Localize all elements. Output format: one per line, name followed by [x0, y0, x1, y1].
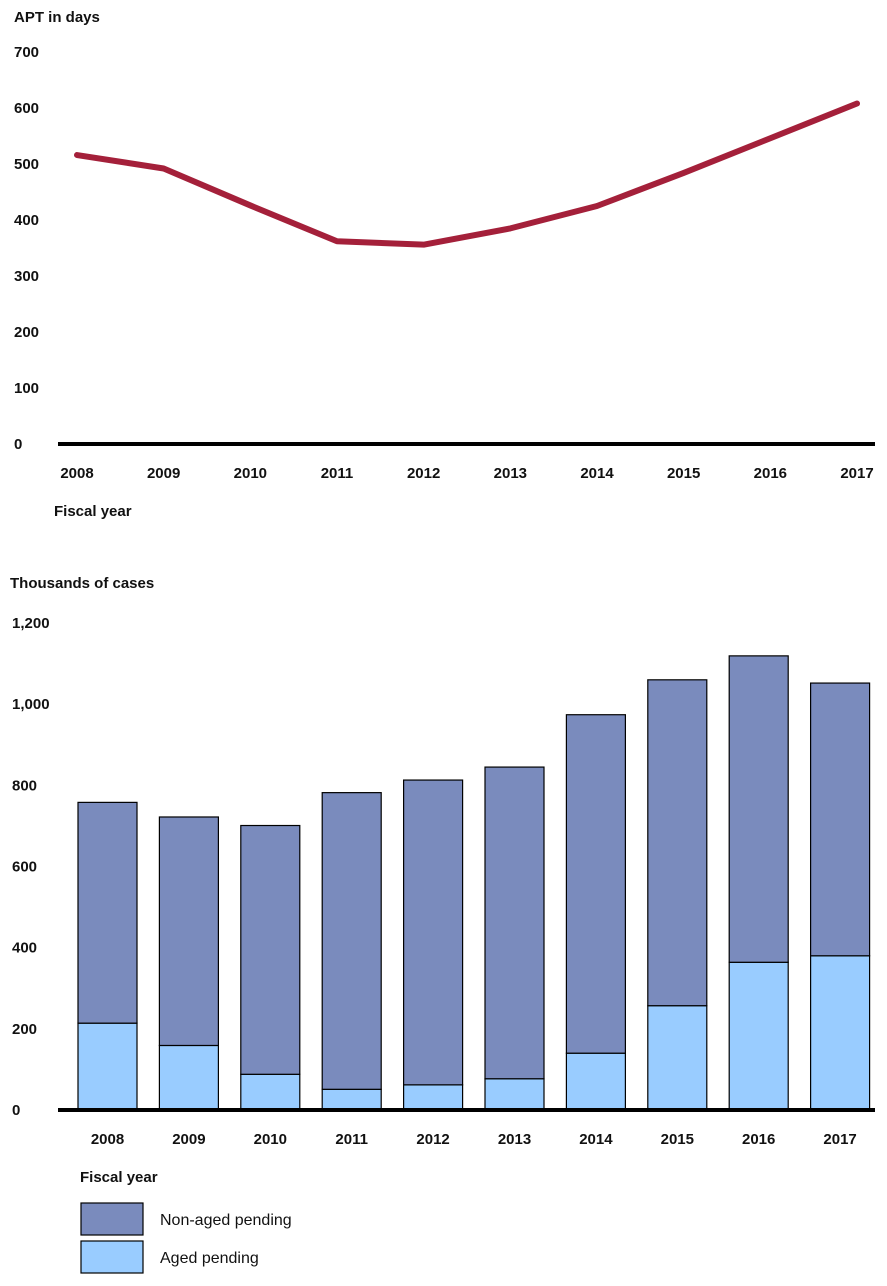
bar-x-ticks: 2008 2009 2010 2011 2012 2013 2014 2015 2016 2017: [91, 1131, 857, 1148]
line-x-tick-label: 2013: [494, 465, 527, 482]
line-x-tick-label: 2016: [754, 465, 787, 482]
line-x-tick-label: 2011: [321, 465, 354, 482]
bar-x-tick-label: 2012: [416, 1131, 449, 1148]
line-y-tick-label: 600: [14, 100, 39, 117]
line-y-ticks: 0 100 200 300 400 500 600 700: [14, 44, 39, 453]
bar-x-axis-title: Fiscal year: [80, 1169, 158, 1186]
line-y-tick-label: 400: [14, 212, 39, 229]
bar-y-tick-label: 1,000: [12, 696, 50, 713]
line-y-tick-label: 500: [14, 156, 39, 173]
bar-y-tick-label: 1,200: [12, 615, 50, 632]
bar-non-aged-pending: [404, 780, 463, 1085]
bar-x-tick-label: 2011: [335, 1131, 368, 1148]
bar-non-aged-pending: [566, 715, 625, 1053]
bar-non-aged-pending: [729, 656, 788, 962]
line-x-ticks: 2008 2009 2010 2011 2012 2013 2014 2015 2016 2017: [60, 465, 873, 482]
line-x-tick-label: 2014: [580, 465, 614, 482]
bar-y-axis-title: Thousands of cases: [10, 575, 154, 592]
bar-y-tick-label: 400: [12, 940, 37, 957]
bar-non-aged-pending: [322, 793, 381, 1090]
legend-swatch: [81, 1203, 143, 1235]
legend-swatch: [81, 1241, 143, 1273]
legend-label: Non-aged pending: [160, 1212, 292, 1229]
bar-aged-pending: [404, 1085, 463, 1110]
bar-x-tick-label: 2013: [498, 1131, 531, 1148]
line-y-tick-label: 0: [14, 436, 22, 453]
bar-x-tick-label: 2014: [579, 1131, 613, 1148]
bar-non-aged-pending: [811, 683, 870, 956]
bar-x-tick-label: 2016: [742, 1131, 775, 1148]
bar-aged-pending: [159, 1045, 218, 1110]
legend-label: Aged pending: [160, 1250, 259, 1267]
bar-stacks: [78, 656, 870, 1110]
bar-aged-pending: [648, 1006, 707, 1110]
bar-x-tick-label: 2015: [661, 1131, 694, 1148]
bar-y-tick-label: 800: [12, 777, 37, 794]
line-y-tick-label: 700: [14, 44, 39, 61]
line-x-tick-label: 2012: [407, 465, 440, 482]
bar-x-tick-label: 2010: [254, 1131, 287, 1148]
bar-aged-pending: [241, 1074, 300, 1110]
line-x-tick-label: 2015: [667, 465, 700, 482]
bar-aged-pending: [485, 1079, 544, 1110]
bar-aged-pending: [811, 956, 870, 1110]
pending-cases-bar-chart: Thousands of cases Fiscal year 0 200 400 60…: [0, 540, 887, 1286]
bar-x-tick-label: 2017: [823, 1131, 856, 1148]
bar-aged-pending: [322, 1089, 381, 1110]
bar-y-tick-label: 0: [12, 1102, 20, 1119]
line-x-tick-label: 2009: [147, 465, 180, 482]
bar-non-aged-pending: [159, 817, 218, 1045]
line-points: [77, 103, 857, 244]
legend: Non-aged pending Aged pending: [81, 1203, 292, 1273]
line-x-tick-label: 2017: [840, 465, 873, 482]
line-x-axis-title: Fiscal year: [54, 503, 132, 520]
bar-y-tick-label: 200: [12, 1021, 37, 1038]
bar-non-aged-pending: [648, 680, 707, 1006]
bar-x-tick-label: 2008: [91, 1131, 124, 1148]
line-series-apt: [77, 104, 857, 245]
bar-y-ticks: 0 200 400 600 800 1,000 1,200: [12, 615, 50, 1119]
line-y-tick-label: 200: [14, 324, 39, 341]
bar-aged-pending: [729, 962, 788, 1110]
bar-non-aged-pending: [485, 767, 544, 1079]
apt-line-chart: APT in days Fiscal year 0 100 200 300 400 500…: [0, 0, 887, 540]
bar-non-aged-pending: [241, 826, 300, 1075]
bar-non-aged-pending: [78, 802, 137, 1023]
line-y-axis-title: APT in days: [14, 9, 100, 26]
bar-aged-pending: [566, 1053, 625, 1110]
line-x-tick-label: 2008: [60, 465, 93, 482]
bar-x-tick-label: 2009: [172, 1131, 205, 1148]
bar-y-tick-label: 600: [12, 859, 37, 876]
bar-aged-pending: [78, 1023, 137, 1110]
line-y-tick-label: 300: [14, 268, 39, 285]
line-y-tick-label: 100: [14, 380, 39, 397]
line-x-tick-label: 2010: [234, 465, 267, 482]
